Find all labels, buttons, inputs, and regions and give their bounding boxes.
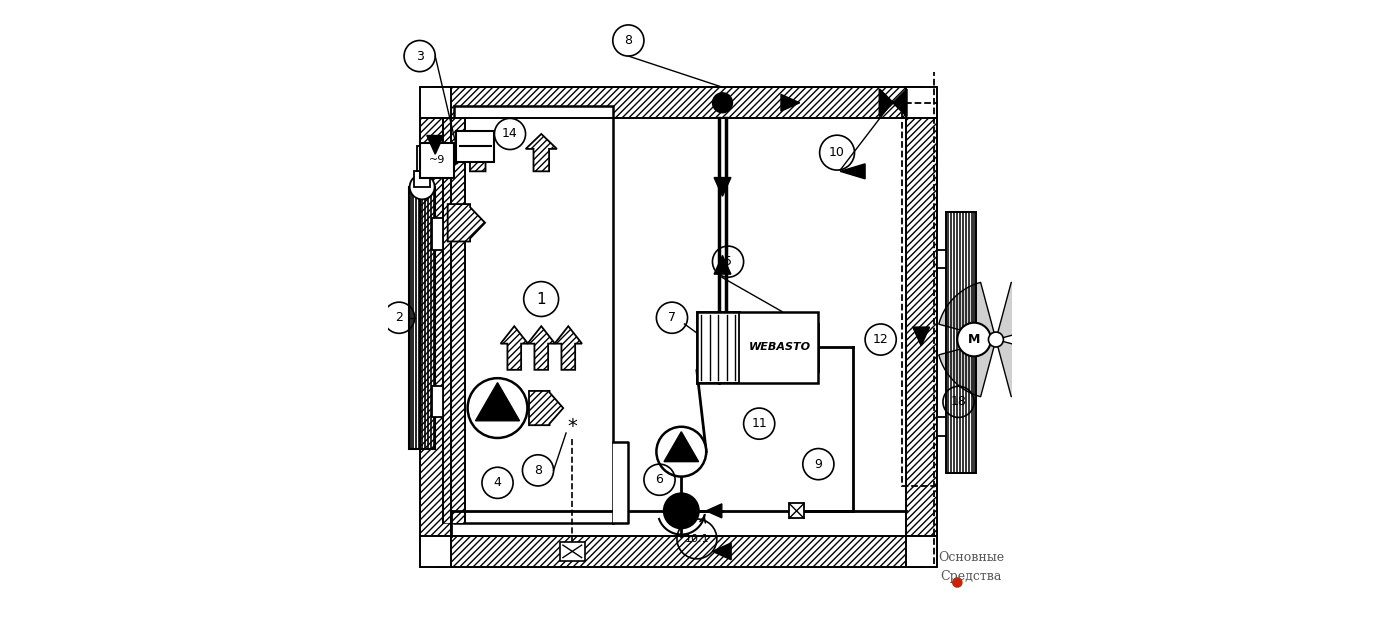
Polygon shape <box>879 89 907 117</box>
Text: 8: 8 <box>533 464 542 477</box>
Text: *: * <box>567 417 577 436</box>
Bar <box>417 146 427 171</box>
Text: 1: 1 <box>536 292 546 307</box>
Text: 8: 8 <box>624 34 633 47</box>
Text: 18: 18 <box>951 396 966 408</box>
Polygon shape <box>476 383 519 421</box>
Polygon shape <box>840 164 865 179</box>
Polygon shape <box>448 204 484 242</box>
Bar <box>903 103 937 486</box>
Bar <box>433 219 444 250</box>
Text: 5: 5 <box>724 255 732 268</box>
Polygon shape <box>427 136 444 155</box>
Text: 11: 11 <box>752 417 767 430</box>
Bar <box>790 503 804 518</box>
Circle shape <box>952 577 963 588</box>
Bar <box>456 131 494 162</box>
Text: 14: 14 <box>503 128 518 140</box>
Text: 10: 10 <box>829 146 846 159</box>
Bar <box>409 187 435 449</box>
Polygon shape <box>529 391 563 426</box>
Text: 3: 3 <box>416 50 424 62</box>
Polygon shape <box>995 340 1053 397</box>
Polygon shape <box>714 178 731 196</box>
Bar <box>414 171 430 187</box>
Circle shape <box>988 332 1004 347</box>
Text: 9: 9 <box>815 458 822 470</box>
Polygon shape <box>939 282 995 340</box>
Polygon shape <box>664 432 699 462</box>
Text: WEBASTO: WEBASTO <box>749 342 811 353</box>
Bar <box>937 250 946 269</box>
Text: 7: 7 <box>668 312 676 324</box>
Polygon shape <box>713 543 731 559</box>
Text: ~9: ~9 <box>428 155 445 166</box>
Bar <box>420 536 451 567</box>
Bar <box>420 143 454 178</box>
Text: Основные: Основные <box>938 551 1004 564</box>
Polygon shape <box>939 340 995 397</box>
Polygon shape <box>435 536 921 567</box>
Bar <box>560 542 585 561</box>
Polygon shape <box>501 326 528 370</box>
Polygon shape <box>462 134 493 171</box>
Bar <box>697 312 819 383</box>
Circle shape <box>657 427 706 477</box>
Bar <box>906 87 937 118</box>
Bar <box>946 212 976 473</box>
Text: 12: 12 <box>872 333 889 346</box>
Bar <box>697 312 739 383</box>
Circle shape <box>410 174 434 199</box>
Bar <box>420 87 451 118</box>
Polygon shape <box>528 326 554 370</box>
Polygon shape <box>706 504 722 518</box>
Polygon shape <box>442 118 465 523</box>
Polygon shape <box>526 134 557 171</box>
Text: 4: 4 <box>494 477 501 489</box>
Polygon shape <box>906 103 937 551</box>
Circle shape <box>713 93 732 113</box>
Bar <box>906 536 937 567</box>
Bar <box>433 386 444 417</box>
Text: M: M <box>967 333 980 346</box>
Polygon shape <box>781 94 799 111</box>
Text: 10.1: 10.1 <box>685 534 710 544</box>
Polygon shape <box>714 255 731 274</box>
Polygon shape <box>420 103 451 551</box>
Circle shape <box>958 323 991 356</box>
Polygon shape <box>554 326 582 370</box>
Text: Средства: Средства <box>941 570 1001 583</box>
Polygon shape <box>995 282 1053 340</box>
Text: 2: 2 <box>395 312 403 324</box>
Bar <box>937 417 946 435</box>
Bar <box>613 442 629 523</box>
Text: 6: 6 <box>655 473 664 486</box>
Bar <box>454 106 613 523</box>
Polygon shape <box>913 327 930 346</box>
Circle shape <box>664 493 699 528</box>
Polygon shape <box>435 87 921 118</box>
Circle shape <box>468 378 528 438</box>
